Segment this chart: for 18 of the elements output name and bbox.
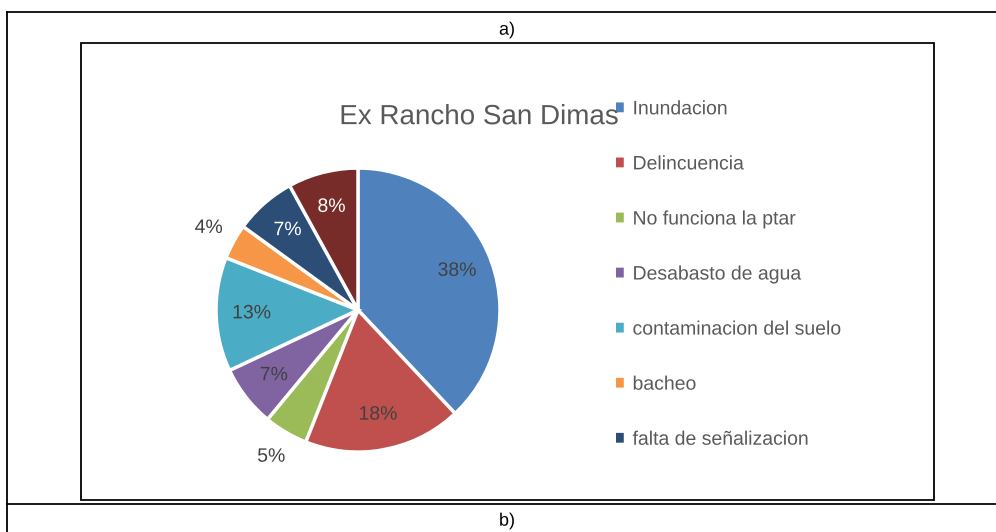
data-label: 13% [234, 304, 270, 319]
data-label: 38% [438, 262, 476, 276]
data-label: 4% [195, 219, 222, 234]
data-label: 7% [274, 222, 301, 236]
legend-label: Desabasto de agua [634, 265, 802, 284]
chart-title: Ex Rancho San Dimas [342, 104, 618, 124]
data-label: 18% [360, 406, 397, 420]
text: a) [500, 22, 514, 38]
legend-label: contaminacion del suelo [633, 320, 840, 335]
legend-label: Delincuencia [634, 155, 744, 170]
text: b) [500, 512, 514, 530]
legend-label: No funciona la ptar [634, 210, 796, 228]
data-label: 7% [260, 366, 288, 380]
legend-label: Inundacion [634, 100, 726, 115]
legend-label: bacheo [634, 376, 696, 390]
legend-label: falta de señalizacion [632, 430, 808, 445]
data-label: 8% [318, 198, 345, 212]
data-label: 5% [258, 448, 285, 462]
